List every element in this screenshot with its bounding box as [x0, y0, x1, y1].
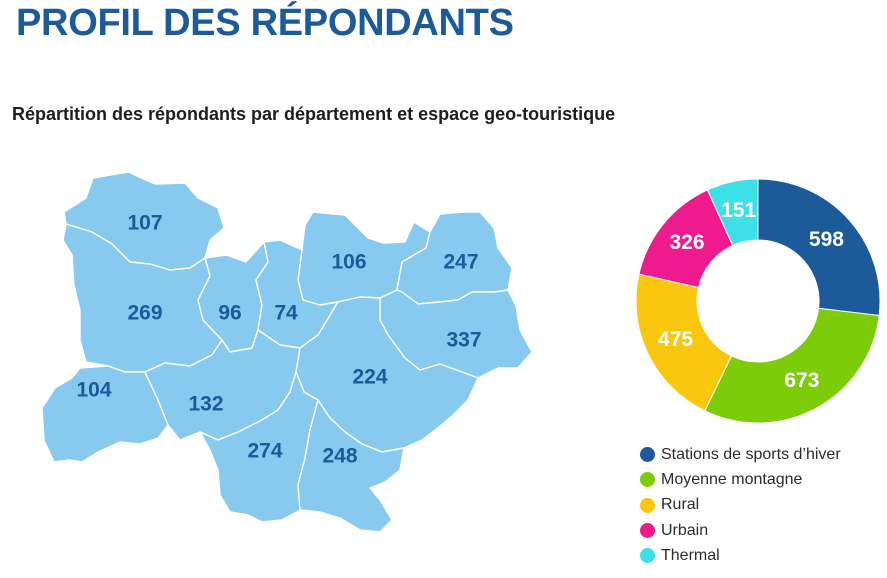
legend-label: Thermal	[661, 546, 720, 564]
department-value-label: 269	[127, 302, 162, 325]
chart-legend: Stations de sports d’hiver Moyenne montag…	[640, 442, 841, 568]
slice-value-label: 475	[658, 328, 693, 351]
department-value-label: 248	[322, 445, 357, 468]
department-value-label: 106	[331, 251, 366, 274]
donut-slice	[706, 178, 759, 247]
department-area	[41, 365, 169, 463]
legend-item: Urbain	[640, 518, 841, 543]
department-area	[297, 399, 405, 533]
department-value-label: 104	[76, 379, 111, 402]
legend-swatch	[640, 497, 655, 513]
legend-label: Rural	[661, 496, 700, 514]
section-subtitle: Répartition des répondants par départeme…	[12, 104, 616, 124]
department-labels: 107 106 247 269 96 74 337 104 132 224 27…	[76, 212, 481, 468]
legend-label: Stations de sports d’hiver	[661, 445, 841, 463]
slice-value-label: 151	[721, 199, 756, 222]
slice-value-label: 326	[670, 231, 705, 254]
legend-swatch	[640, 523, 655, 539]
donut-slice	[757, 178, 881, 317]
department-value-label: 274	[247, 440, 282, 463]
slice-value-label: 673	[784, 369, 819, 392]
donut-slice	[704, 307, 880, 424]
department-value-label: 74	[274, 302, 298, 325]
legend-swatch	[640, 472, 655, 488]
legend-item: Rural	[640, 493, 841, 518]
legend-swatch	[640, 447, 655, 463]
legend-item: Moyenne montagne	[640, 467, 841, 492]
slice-value-label: 598	[809, 228, 844, 251]
department-value-label: 132	[188, 393, 223, 416]
legend-label: Moyenne montagne	[661, 470, 803, 488]
department-value-label: 337	[446, 329, 481, 352]
legend-item: Stations de sports d’hiver	[640, 442, 841, 467]
department-value-label: 224	[352, 366, 387, 389]
region-map	[41, 171, 533, 533]
legend-item: Thermal	[640, 543, 841, 568]
department-value-label: 107	[127, 212, 162, 235]
department-value-label: 96	[218, 302, 241, 325]
department-value-label: 247	[443, 251, 478, 274]
donut-chart: 598 673 475 326 151	[635, 178, 881, 424]
donut-slice	[635, 273, 733, 412]
legend-swatch	[640, 548, 655, 564]
page-title: PROFIL DES RÉPONDANTS	[16, 2, 514, 44]
legend-label: Urbain	[661, 521, 709, 539]
